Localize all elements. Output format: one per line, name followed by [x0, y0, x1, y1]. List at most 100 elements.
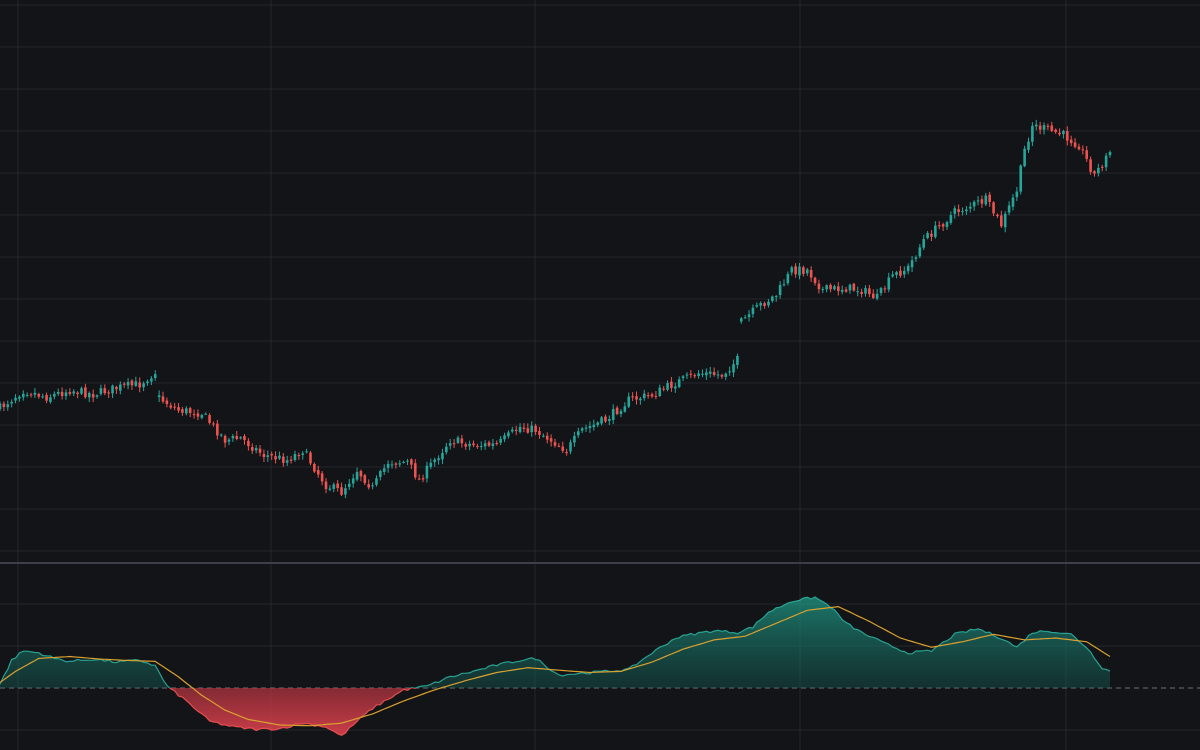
candle-body [817, 283, 821, 290]
candle-body [580, 428, 584, 431]
candle-body [561, 446, 565, 451]
candle [21, 390, 25, 401]
candle [697, 370, 700, 379]
candle-body [825, 285, 828, 290]
candle-body [1085, 150, 1089, 159]
candle [56, 388, 60, 396]
candle-body [301, 453, 305, 455]
candle-body [84, 387, 87, 398]
candle [926, 231, 929, 240]
candle [996, 213, 999, 219]
candle [297, 452, 301, 460]
candle [204, 412, 207, 415]
candle [623, 402, 627, 413]
candle-body [887, 277, 891, 290]
candle-body [538, 431, 541, 435]
candle-body [1027, 141, 1030, 150]
candle-body [755, 305, 759, 307]
candle-body [250, 447, 254, 451]
candle [398, 460, 402, 468]
candle-body [41, 396, 44, 398]
candle-body [891, 274, 894, 277]
candle-body [724, 373, 728, 377]
candle [934, 221, 937, 239]
candle-body [786, 273, 790, 284]
candle [363, 473, 367, 486]
candle [891, 271, 894, 278]
candle-body [157, 395, 161, 398]
candle-body [64, 392, 68, 397]
candle [588, 421, 592, 433]
candle [670, 377, 673, 392]
candle [472, 440, 475, 448]
candle-body [972, 201, 976, 207]
candle-body [503, 435, 506, 440]
candle [278, 451, 281, 461]
candle [642, 389, 646, 401]
candle [1019, 164, 1023, 195]
candle [530, 421, 534, 437]
candle [883, 285, 887, 293]
candle [724, 372, 728, 381]
candle [728, 366, 731, 376]
candle [860, 288, 863, 298]
candle-body [553, 442, 557, 446]
candle [367, 479, 371, 490]
candle-body [530, 425, 534, 433]
candle-body [495, 443, 499, 445]
candle [344, 484, 347, 499]
candle [320, 471, 324, 486]
candle [833, 284, 836, 291]
candle [712, 367, 716, 377]
candle-body [976, 200, 980, 202]
candle-body [708, 371, 712, 374]
candle [437, 455, 440, 465]
candle [1100, 164, 1104, 172]
candle-body [650, 394, 654, 397]
candle [794, 263, 797, 278]
candle-body [511, 429, 514, 432]
candle-body [604, 416, 607, 422]
candle-body [87, 392, 91, 398]
candle [790, 265, 794, 276]
candle-body [720, 374, 724, 377]
candle-body [91, 394, 95, 398]
candle [1038, 121, 1042, 135]
candle [305, 448, 308, 454]
candle-body [592, 424, 596, 428]
candle-body [1081, 149, 1085, 151]
candle [84, 383, 87, 399]
candle-body [705, 372, 708, 376]
candle-body [677, 379, 681, 388]
candle-body [445, 446, 448, 453]
candle-body [270, 454, 273, 456]
candle-body [996, 214, 999, 217]
candle [774, 294, 778, 302]
candle-body [95, 395, 99, 397]
candle [755, 302, 759, 308]
candle [681, 375, 685, 382]
candle [45, 392, 48, 404]
candle [980, 195, 984, 208]
candle-body [309, 452, 312, 464]
candle-body [472, 443, 475, 446]
candle [972, 200, 976, 211]
candle-body [200, 415, 204, 418]
candle-body [227, 439, 231, 442]
candle [716, 370, 720, 379]
candle-body [949, 215, 953, 223]
candle-body [619, 411, 623, 415]
candle [394, 462, 398, 469]
candle-body [871, 293, 875, 299]
candle-body [208, 415, 211, 423]
candle-body [778, 285, 782, 295]
candle-body [25, 394, 29, 396]
candle-body [918, 247, 922, 257]
candle-body [937, 225, 941, 227]
candle-body [957, 209, 960, 212]
candle [491, 439, 495, 450]
candle-body [1089, 159, 1092, 172]
